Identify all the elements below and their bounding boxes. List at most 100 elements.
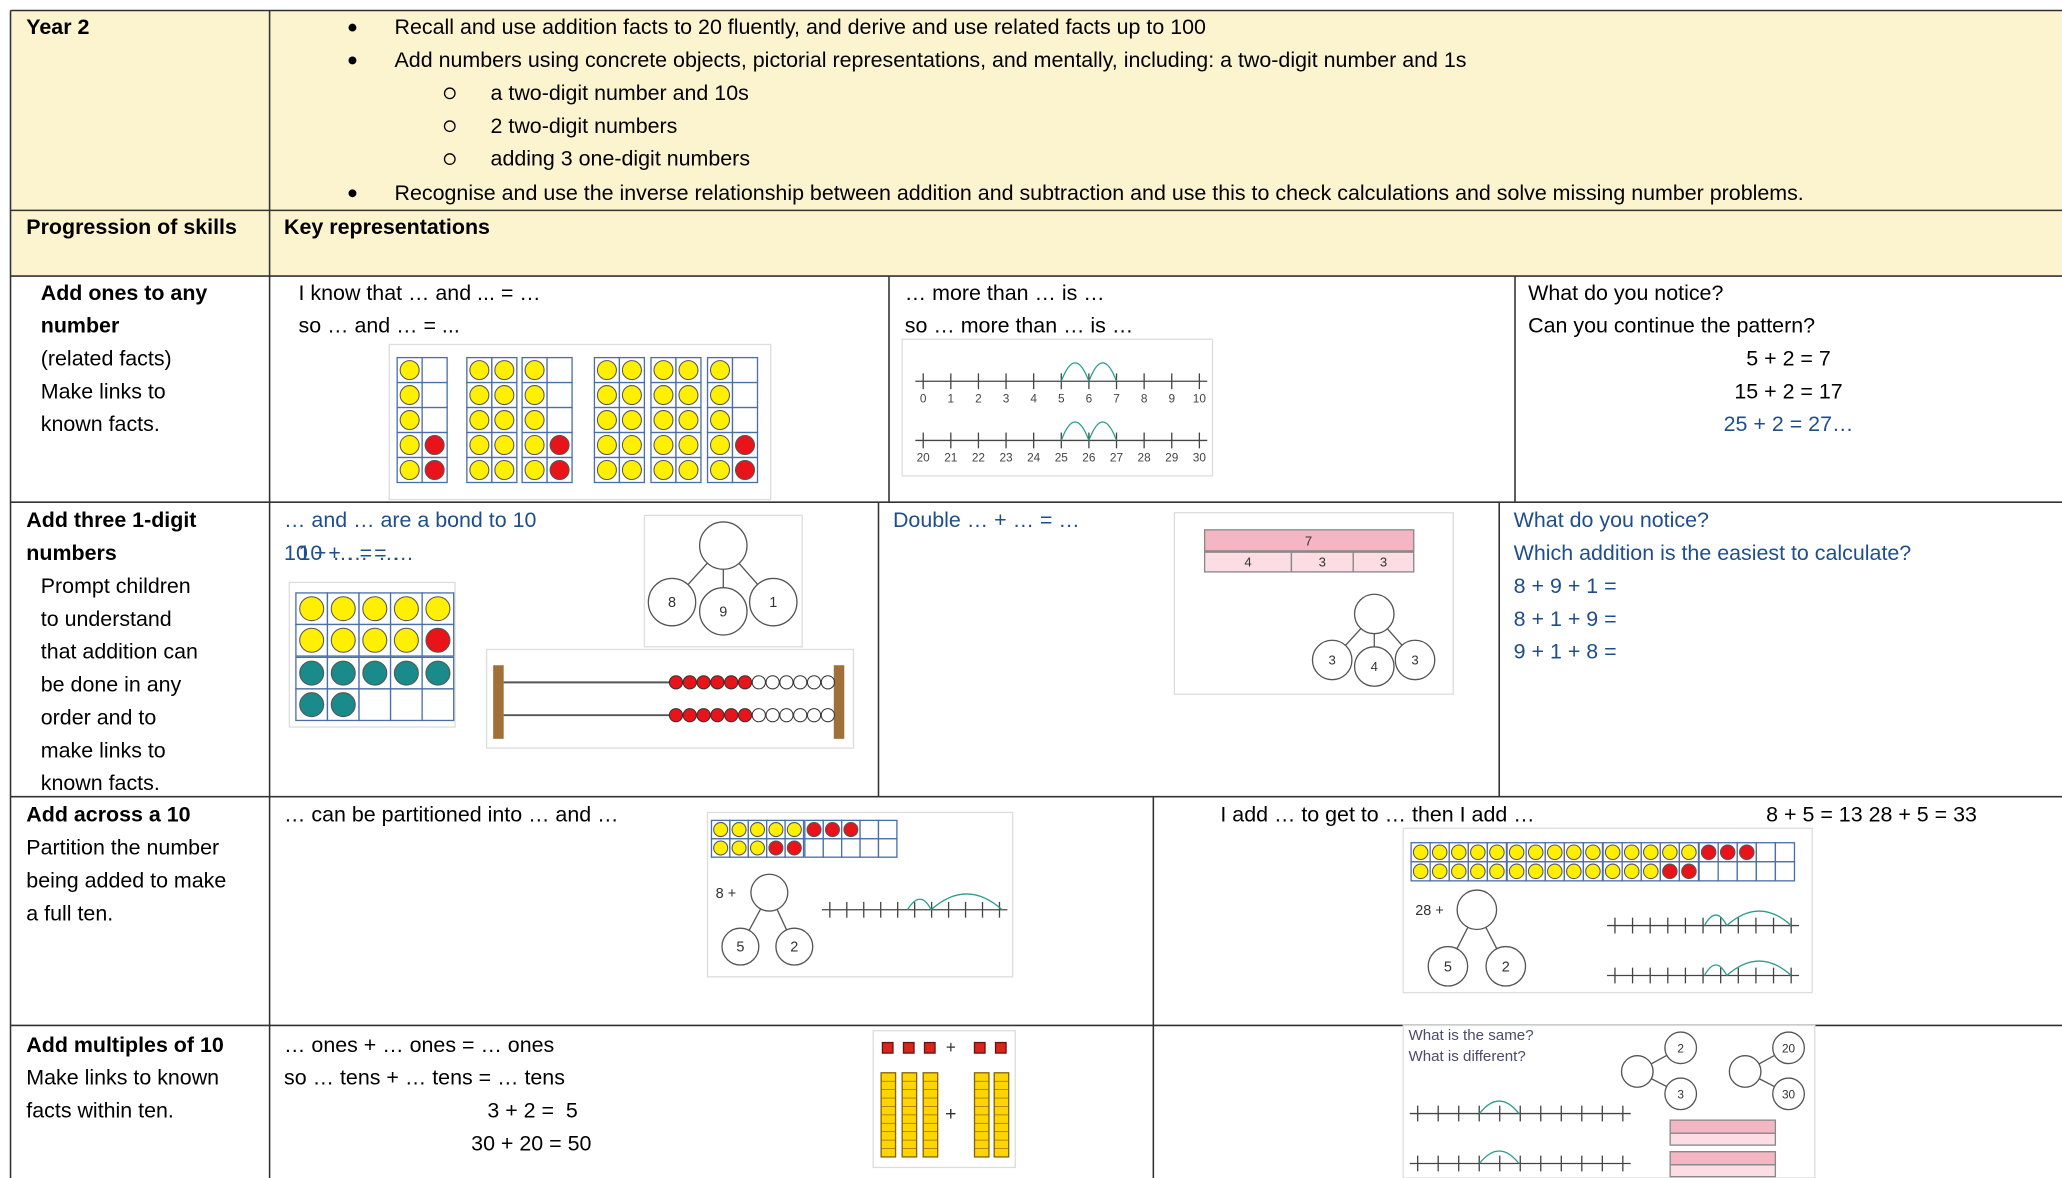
counter (1585, 844, 1601, 861)
prompt: … and … are a bond to 10 (284, 508, 537, 532)
abacus-bead (820, 675, 835, 690)
frame-cell (358, 688, 392, 722)
number-line-label: 23 (999, 450, 1013, 464)
part-whole-circle (1311, 639, 1353, 681)
counter (596, 410, 617, 431)
jump (1088, 362, 1118, 382)
abacus-bead (710, 708, 725, 723)
number-line-label: 22 (972, 450, 985, 464)
part-whole-number: 3 (1677, 1087, 1684, 1101)
number-line-label: 26 (1082, 450, 1096, 464)
bar-whole (1203, 529, 1415, 552)
counter (1662, 844, 1678, 861)
counter (393, 660, 419, 686)
abacus-bead (737, 675, 753, 690)
counter (469, 435, 490, 456)
counter (749, 822, 766, 838)
number-line-label: 1 (948, 391, 955, 405)
prompt: so … and … = ... (298, 313, 460, 338)
counter (1739, 844, 1755, 861)
sub-objective: adding 3 one-digit numbers (490, 146, 751, 171)
skill-note: Make links to (40, 379, 166, 403)
number-line-label: 8 (1141, 391, 1148, 405)
abacus-bead (682, 675, 697, 690)
counter (653, 410, 674, 431)
sum-start: 8 + (716, 886, 737, 902)
counter (299, 660, 325, 686)
part-whole-circle (1427, 945, 1469, 987)
counter (1604, 844, 1621, 861)
part-whole-circle (1485, 945, 1527, 987)
counter (1431, 844, 1448, 861)
one-cube (881, 1041, 894, 1054)
frame-cell (1717, 861, 1738, 882)
bar-whole (1669, 1119, 1777, 1134)
part-whole-number: 20 (1782, 1041, 1796, 1055)
counter (1489, 863, 1505, 880)
part-whole-number: 30 (1782, 1087, 1796, 1101)
counter (399, 410, 420, 431)
objective: Recall and use addition facts to 20 flue… (394, 15, 1206, 39)
part-whole-circle (647, 577, 697, 627)
frame-cell (421, 356, 448, 384)
part-whole-circle (1664, 1077, 1698, 1111)
frame-cell (546, 356, 573, 384)
bar-label: 3 (1380, 555, 1387, 570)
skill-note: known facts. (40, 412, 160, 436)
counter (425, 660, 451, 686)
skill-note: (related facts) (40, 346, 172, 371)
counter (843, 822, 859, 838)
jump (1060, 421, 1090, 441)
picture-frame (901, 338, 1214, 477)
number-line-label: 7 (1113, 391, 1120, 405)
skill-note: known facts. (40, 771, 160, 795)
counter (709, 410, 731, 431)
prompt: 10 + … = … (298, 540, 414, 565)
prompt: … can be partitioned into … and … (284, 802, 619, 827)
number-line-label: 5 (1058, 391, 1065, 405)
prompt: Can you continue the pattern? (1528, 313, 1816, 338)
counter (393, 627, 419, 653)
counter (362, 660, 388, 686)
counter (1585, 863, 1601, 880)
bullet (348, 56, 357, 65)
counter (399, 435, 420, 456)
frame-cell (804, 838, 824, 858)
counter (299, 596, 325, 622)
counter (424, 459, 445, 481)
year-label: Year 2 (26, 15, 90, 39)
bar-label: 3 (1319, 555, 1326, 570)
counter (1662, 863, 1678, 880)
skill-note: to understand (40, 606, 172, 631)
bar-whole (1669, 1151, 1777, 1166)
objective: Add numbers using concrete objects, pict… (394, 47, 1467, 72)
part-whole-number: 2 (1502, 959, 1510, 975)
abacus-bead (779, 708, 794, 723)
pattern-line: 5 + 2 = 7 (1746, 346, 1831, 371)
frame-cell (1736, 861, 1757, 882)
counter (1412, 863, 1429, 880)
part-whole-circle (775, 927, 814, 966)
counter (299, 692, 325, 718)
frame-cell (1774, 842, 1796, 863)
abacus-bead (793, 708, 808, 723)
part-whole-number: 5 (1444, 959, 1452, 975)
plus-sign: + (945, 1103, 957, 1125)
skill-note: Partition the number (26, 835, 220, 860)
abacus-bead (724, 708, 739, 723)
counter (1489, 844, 1505, 861)
part-whole-circle (698, 521, 748, 570)
counter (713, 822, 729, 838)
sub-bullet (443, 153, 456, 165)
counter (768, 840, 784, 856)
counter (524, 459, 545, 481)
counter (469, 459, 490, 481)
frame-cell (877, 819, 898, 840)
abacus-bead (779, 675, 794, 690)
prompt: What do you notice? (1513, 508, 1709, 532)
abacus-bead (682, 708, 697, 723)
counter (425, 596, 451, 622)
part-whole-circle (1772, 1031, 1805, 1065)
prompt: I know that … and ... = … (298, 280, 541, 305)
